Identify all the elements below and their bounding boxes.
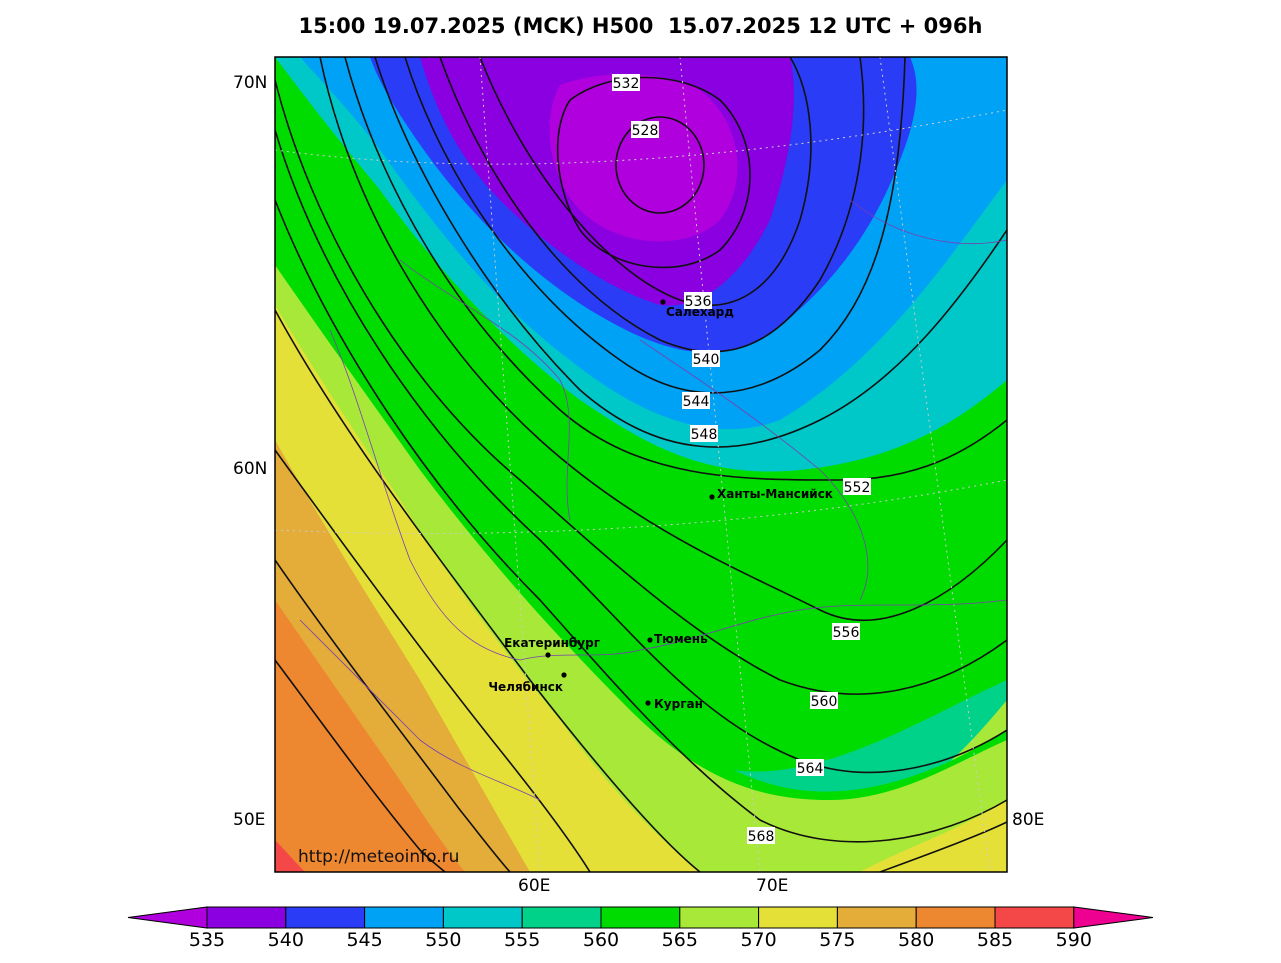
lon-label-70e: 70E — [756, 876, 789, 896]
band-580-585 — [275, 600, 465, 872]
watermark: http://meteoinfo.ru — [298, 847, 459, 867]
city-dot — [561, 672, 567, 678]
city-label: Ханты-Мансийск — [717, 487, 833, 501]
svg-text:548: 548 — [691, 427, 718, 443]
contour-label-556: 556 — [832, 623, 860, 641]
contour-label-544: 544 — [682, 392, 710, 410]
colorbar-label: 540 — [267, 929, 304, 951]
city-label: Екатеринбург — [504, 636, 600, 650]
city-dot — [645, 700, 651, 706]
city-dot — [660, 299, 666, 305]
svg-text:532: 532 — [613, 76, 640, 92]
svg-text:536: 536 — [685, 294, 712, 310]
contour-lines — [275, 57, 1007, 872]
lat-label-70n: 70N — [233, 73, 268, 93]
city-dot — [545, 652, 551, 658]
city-dot — [709, 494, 715, 500]
colorbar-label: 590 — [1055, 929, 1092, 951]
contour-label-536: 536 — [684, 292, 712, 310]
svg-text:528: 528 — [632, 123, 659, 139]
colorbar-label: 550 — [425, 929, 462, 951]
city-label: Тюмень — [654, 632, 708, 646]
svg-text:544: 544 — [683, 394, 710, 410]
colorbar-label: 565 — [661, 929, 698, 951]
svg-text:564: 564 — [797, 761, 824, 777]
svg-text:568: 568 — [748, 829, 775, 845]
lon-label-60e: 60E — [518, 876, 551, 896]
colorbar-label: 545 — [346, 929, 383, 951]
colorbar-label: 575 — [819, 929, 856, 951]
contour-label-552: 552 — [843, 478, 871, 496]
graticule — [275, 57, 1007, 872]
lon-label-80e: 80E — [1012, 810, 1045, 830]
contour-label-560: 560 — [810, 692, 838, 710]
contour-label-548: 548 — [690, 425, 718, 443]
contour-value-labels: 532 528 536 540 544 548 552 556 560 564 568 — [612, 74, 871, 845]
city-label: Курган — [654, 697, 703, 711]
svg-text:556: 556 — [833, 625, 860, 641]
svg-text:540: 540 — [693, 352, 720, 368]
map-frame — [274, 56, 1008, 873]
contour-label-528: 528 — [631, 121, 659, 139]
colorbar-label: 535 — [188, 929, 226, 951]
contour-label-568: 568 — [747, 827, 775, 845]
city-label: Салехард — [666, 305, 734, 319]
map-title: 15:00 19.07.2025 (MCK) H500 15.07.2025 1… — [298, 14, 983, 38]
colorbar-label: 555 — [504, 929, 541, 951]
lat-label-60n: 60N — [233, 459, 268, 479]
colorbar-label: 580 — [898, 929, 935, 951]
city-markers: Салехард Ханты-Мансийск Екатеринбург Тюмень… — [488, 299, 833, 711]
colorbar-label: 585 — [976, 929, 1014, 951]
contour-label-564: 564 — [796, 759, 824, 777]
svg-text:560: 560 — [811, 694, 838, 710]
city-dot — [647, 637, 653, 643]
band-570-575-east — [860, 800, 1007, 872]
svg-text:552: 552 — [844, 480, 871, 496]
lon-label-50e: 50E — [233, 810, 266, 830]
contour-label-532: 532 — [612, 74, 640, 92]
city-label: Челябинск — [488, 680, 563, 694]
contour-label-540: 540 — [692, 350, 720, 368]
colorbar-label: 560 — [582, 929, 620, 951]
region-borders — [299, 199, 1007, 801]
band-585-590 — [275, 840, 305, 872]
colorbar-label: 570 — [740, 929, 777, 951]
